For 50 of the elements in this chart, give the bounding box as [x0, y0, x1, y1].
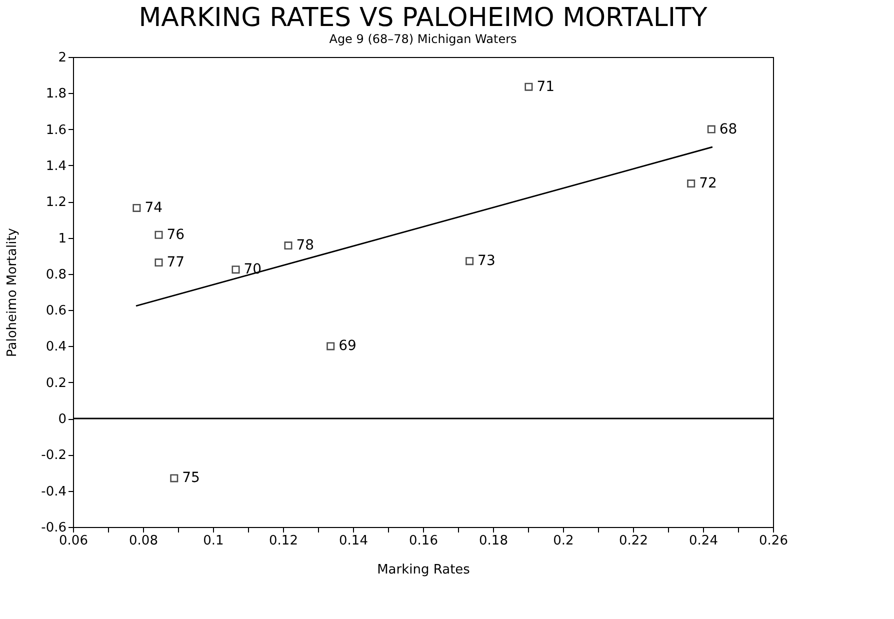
annotation: 78 — [296, 238, 314, 254]
point — [326, 342, 335, 350]
x-tick-label: 0.1 — [203, 534, 224, 548]
x-tick-label: 0.12 — [269, 534, 298, 548]
point — [284, 242, 292, 250]
y-tick-label: 1.4 — [46, 158, 66, 174]
x-tick-label: 0.24 — [689, 534, 718, 548]
x-tick-label: 0.18 — [479, 534, 508, 548]
y-tick-label: 2 — [58, 50, 66, 66]
x-tick-label: 0.06 — [59, 534, 88, 548]
y-tick-label: 0.6 — [46, 304, 66, 319]
x-tick-label: 0.26 — [759, 534, 788, 548]
chart-title: MARKING RATES VS PALOHEIMO MORTALITY — [138, 3, 708, 33]
annotation: 68 — [719, 121, 738, 138]
y-tick-label: 1.6 — [46, 122, 66, 138]
y-tick-label: 1 — [58, 231, 66, 246]
annotation: 73 — [478, 253, 496, 270]
annotation: 71 — [536, 78, 555, 95]
annotation: 72 — [699, 176, 717, 192]
point — [170, 474, 178, 482]
x-tick-label: 0.2 — [553, 534, 574, 548]
annotation: 76 — [166, 226, 185, 243]
y-tick-label: -0.2 — [41, 448, 66, 464]
annotation: 74 — [144, 200, 163, 216]
point — [707, 125, 716, 134]
y-tick-label: 0.2 — [46, 376, 66, 391]
point — [524, 82, 533, 91]
y-tick-label: 0.8 — [46, 267, 66, 282]
y-tick-label: 0.4 — [46, 340, 66, 355]
point — [154, 258, 163, 267]
annotation: 69 — [338, 338, 356, 354]
annotation: 75 — [182, 470, 200, 486]
x-tick-label: 0.14 — [339, 534, 368, 548]
point — [687, 180, 696, 188]
point — [466, 257, 474, 266]
point — [132, 204, 141, 212]
x-tick-label: 0.22 — [619, 534, 648, 548]
x-tick-label: 0.16 — [409, 534, 438, 548]
x-tick-label: 0.08 — [129, 534, 158, 548]
annotation: 77 — [166, 254, 185, 271]
y-tick-label: 0 — [58, 412, 66, 428]
y-tick-label: -0.6 — [41, 520, 66, 536]
point — [154, 230, 163, 239]
chart-subtitle: Age 9 (68–78) Michigan Waters — [329, 32, 517, 46]
y-axis-title: Paloheimo Mortality — [5, 228, 20, 357]
y-tick-label: 1.8 — [46, 86, 66, 102]
y-tick-label: 1.2 — [46, 195, 66, 210]
x-axis-title: Marking Rates — [377, 562, 470, 578]
point — [232, 266, 240, 274]
y-tick-label: -0.4 — [41, 484, 66, 500]
